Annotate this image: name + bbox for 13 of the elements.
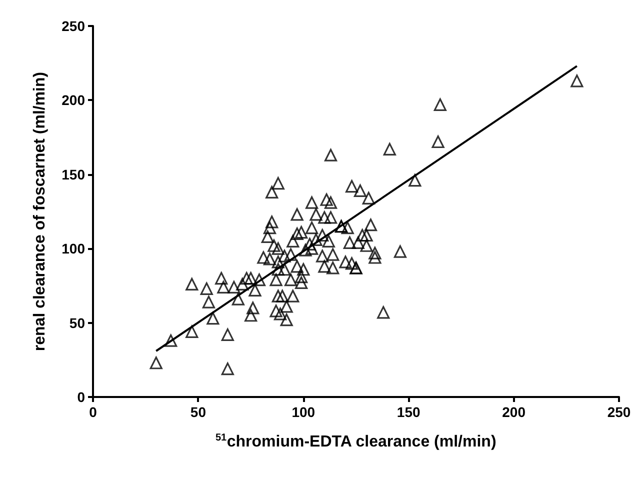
y-tick-label: 150 xyxy=(62,166,86,182)
y-tick-label: 250 xyxy=(62,18,86,34)
y-tick-label: 200 xyxy=(62,92,86,108)
y-axis-title: renal clearance of foscarnet (ml/min) xyxy=(32,72,48,352)
x-tick-label: 150 xyxy=(396,404,420,420)
x-tick-label: 50 xyxy=(190,404,206,420)
x-tick-label: 100 xyxy=(292,404,316,420)
y-tick-label: 100 xyxy=(62,240,86,257)
x-tick-label: 0 xyxy=(89,404,98,420)
y-tick-label: 50 xyxy=(69,314,86,331)
x-tick-label: 200 xyxy=(502,404,526,420)
x-tick-label: 250 xyxy=(607,404,631,420)
y-tick-label: 0 xyxy=(77,389,86,405)
